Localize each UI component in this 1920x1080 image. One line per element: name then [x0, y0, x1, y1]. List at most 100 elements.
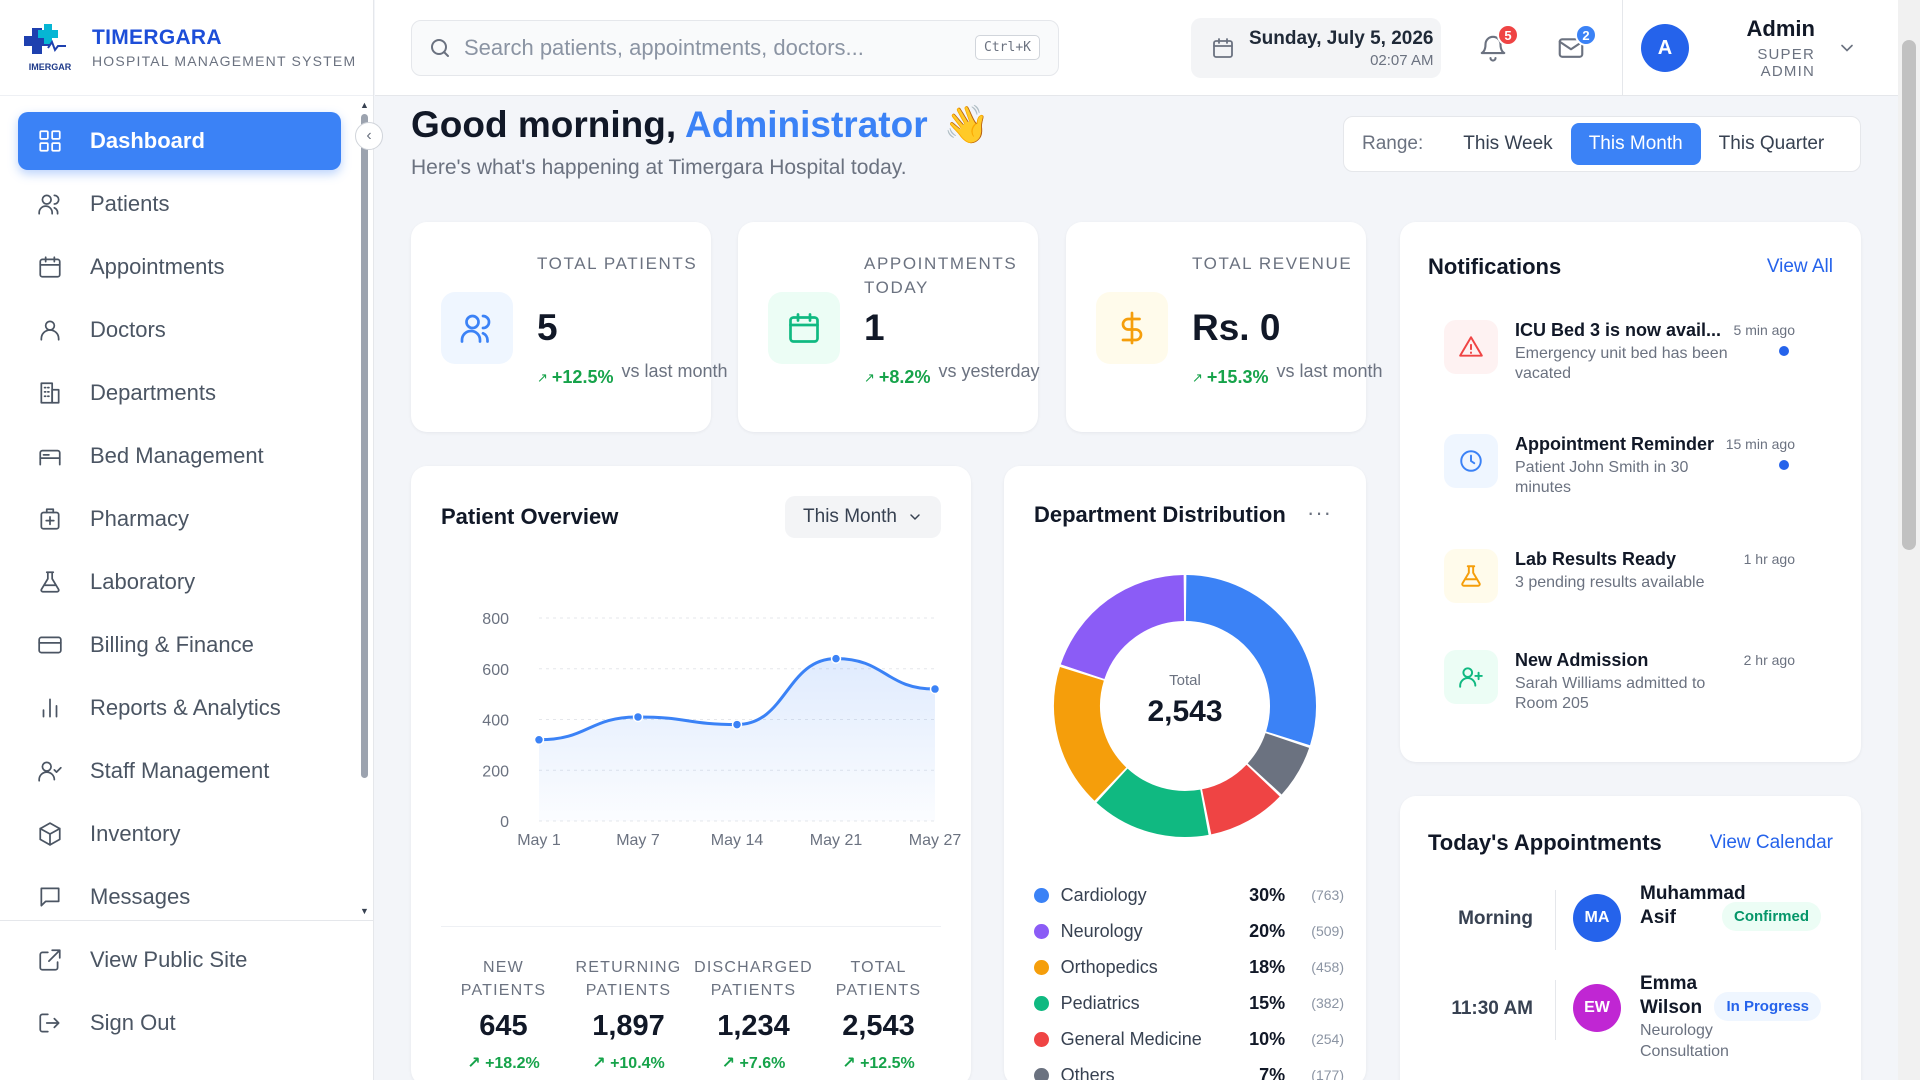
sidebar-item-patients[interactable]: Patients [18, 175, 341, 233]
view-all-notifications-link[interactable]: View All [1766, 256, 1833, 277]
stat-comparison: vs last month [1276, 361, 1383, 381]
notification-item[interactable]: Lab Results Ready 3 pending results avai… [1428, 549, 1813, 629]
summary-label: DISCHARGED PATIENTS [694, 959, 813, 999]
range-this-month[interactable]: This Month [1570, 123, 1701, 165]
summary-change-value: +18.2% [485, 1055, 540, 1072]
donut-slice-pediatrics[interactable] [1096, 768, 1209, 837]
stat-card[interactable]: APPOINTMENTS TODAY 1 ↗ +8.2% vs yesterda… [738, 222, 1040, 432]
notifications-title: Notifications [1428, 254, 1562, 279]
view-calendar-link[interactable]: View Calendar [1709, 832, 1833, 853]
notification-icon-wrapper [1444, 434, 1498, 488]
box-icon [36, 820, 64, 848]
donut-slice-neurology[interactable] [1060, 575, 1185, 680]
flask-icon [40, 571, 60, 593]
page-scroll-thumb[interactable] [1902, 40, 1916, 550]
period-dropdown[interactable]: This Month [785, 496, 941, 538]
sidebar-item-inventory[interactable]: Inventory [18, 805, 341, 863]
sidebar-item-dashboard[interactable]: Dashboard [18, 112, 341, 170]
sidebar-item-view-public-site[interactable]: View Public Site [18, 931, 341, 989]
appointment-status-badge: Confirmed [1722, 902, 1821, 931]
donut-total-label: Total [1169, 672, 1201, 689]
notification-time: 15 min ago [1725, 436, 1795, 452]
building-icon [36, 379, 64, 407]
summary-stat: DISCHARGED PATIENTS 1,234 ↗ +7.6% [691, 956, 816, 1073]
stat-comparison: vs yesterday [938, 361, 1040, 381]
stat-value: Rs. 0 [1192, 307, 1281, 348]
brand[interactable]: IMERGAR TIMERGARA HOSPITAL MANAGEMENT SY… [0, 0, 373, 96]
stat-label: TOTAL REVENUE [1192, 254, 1353, 273]
current-date: Sunday, July 5, 2026 [1249, 27, 1434, 49]
notification-description: Patient John Smith in 30 minutes [1515, 459, 1689, 496]
sidebar-item-departments[interactable]: Departments [18, 364, 341, 422]
search-bar[interactable]: Ctrl+K [411, 20, 1059, 76]
top-header: Ctrl+K Sunday, July 5, 2026 02:07 AM 5 2… [375, 0, 1898, 96]
donut-slice-cardiology[interactable] [1185, 575, 1316, 746]
sidebar-item-billing-finance[interactable]: Billing & Finance [18, 616, 341, 674]
sidebar-item-doctors[interactable]: Doctors [18, 301, 341, 359]
sidebar-scrollbar[interactable]: ▲ ▼ [360, 100, 369, 916]
external-link-icon [36, 946, 64, 974]
stat-icon-wrapper [441, 292, 513, 364]
collapse-sidebar-button[interactable]: ‹ [355, 122, 383, 150]
sidebar-bottom-nav: View Public Site Sign Out [18, 920, 341, 1057]
legend-item: Neurology 20% (509) [1034, 913, 1344, 949]
messages-button[interactable]: 2 [1553, 24, 1597, 66]
legend-count: (458) [1311, 959, 1344, 975]
hospital-logo: IMERGAR [22, 22, 78, 74]
stat-change: ↗ +8.2% vs yesterday [864, 358, 1048, 388]
calendar-icon [36, 253, 64, 281]
notification-item[interactable]: New Admission Sarah Williams admitted to… [1428, 650, 1813, 730]
stat-label: APPOINTMENTS TODAY [864, 254, 1018, 297]
data-point [929, 683, 941, 695]
summary-label: TOTAL PATIENTS [835, 959, 922, 999]
scroll-down-arrow-icon[interactable]: ▼ [360, 906, 369, 916]
notifications-button[interactable]: 5 [1475, 24, 1519, 66]
stat-change-percent: +8.2% [878, 367, 931, 387]
sidebar-item-bed-management[interactable]: Bed Management [18, 427, 341, 485]
range-this-week[interactable]: This Week [1463, 133, 1553, 154]
sidebar-item-staff-management[interactable]: Staff Management [18, 742, 341, 800]
search-input[interactable] [464, 35, 984, 61]
sidebar-item-pharmacy[interactable]: Pharmacy [18, 490, 341, 548]
sidebar-item-messages[interactable]: Messages [18, 868, 341, 926]
donut-slice-general-medicine[interactable] [1201, 764, 1280, 835]
x-tick-label: May 1 [517, 832, 561, 849]
clock-icon [1460, 450, 1482, 472]
department-donut-chart [1054, 575, 1316, 837]
flask-icon [36, 568, 64, 596]
brand-title: TIMERGARA [92, 26, 222, 49]
legend-percent: 10% [1249, 1028, 1286, 1049]
legend-item: Pediatrics 15% (382) [1034, 985, 1344, 1021]
stat-card[interactable]: TOTAL PATIENTS 5 ↗ +12.5% vs last month [411, 222, 728, 432]
summary-change-value: +7.6% [739, 1055, 786, 1072]
notification-description: 3 pending results available [1515, 574, 1705, 591]
user-menu[interactable]: A Admin SUPER ADMIN [1622, 0, 1872, 96]
appointments-title: Today's Appointments [1428, 830, 1662, 855]
notification-item[interactable]: Appointment Reminder Patient John Smith … [1428, 434, 1813, 514]
more-options-icon[interactable]: ··· [1307, 500, 1332, 525]
range-label: Range: [1362, 133, 1424, 154]
range-this-quarter[interactable]: This Quarter [1718, 133, 1825, 154]
sidebar-scroll-thumb[interactable] [361, 114, 368, 778]
stat-card[interactable]: TOTAL REVENUE Rs. 0 ↗ +15.3% vs last mon… [1066, 222, 1383, 432]
scroll-up-arrow-icon[interactable]: ▲ [360, 100, 369, 110]
patient-name: Muhammad Asif [1640, 883, 1746, 928]
sidebar-item-label: Bed Management [90, 443, 264, 468]
grid-icon [36, 127, 64, 155]
external-link-icon [39, 949, 61, 971]
greeting-heading: Good morning, Administrator 👋 [411, 104, 990, 147]
sidebar-item-laboratory[interactable]: Laboratory [18, 553, 341, 611]
patient-avatar: EW [1573, 984, 1621, 1032]
notification-item[interactable]: ICU Bed 3 is now avail... Emergency unit… [1428, 320, 1813, 400]
sidebar-item-sign-out[interactable]: Sign Out [18, 994, 341, 1052]
stat-value: 5 [537, 307, 558, 348]
donut-slice-others[interactable] [1247, 732, 1310, 795]
sidebar-item-appointments[interactable]: Appointments [18, 238, 341, 296]
appointment-time: 11:30 AM [1451, 998, 1533, 1019]
sidebar-item-reports-analytics[interactable]: Reports & Analytics [18, 679, 341, 737]
summary-value: 1,897 [592, 1010, 665, 1042]
patient-summary-row: NEW PATIENTS 645 ↗ +18.2% RETURNING PATI… [441, 956, 941, 1073]
donut-slice-orthopedics[interactable] [1054, 666, 1127, 801]
trend-up-icon: ↗ [721, 1055, 740, 1072]
page-scrollbar[interactable] [1898, 0, 1920, 1080]
